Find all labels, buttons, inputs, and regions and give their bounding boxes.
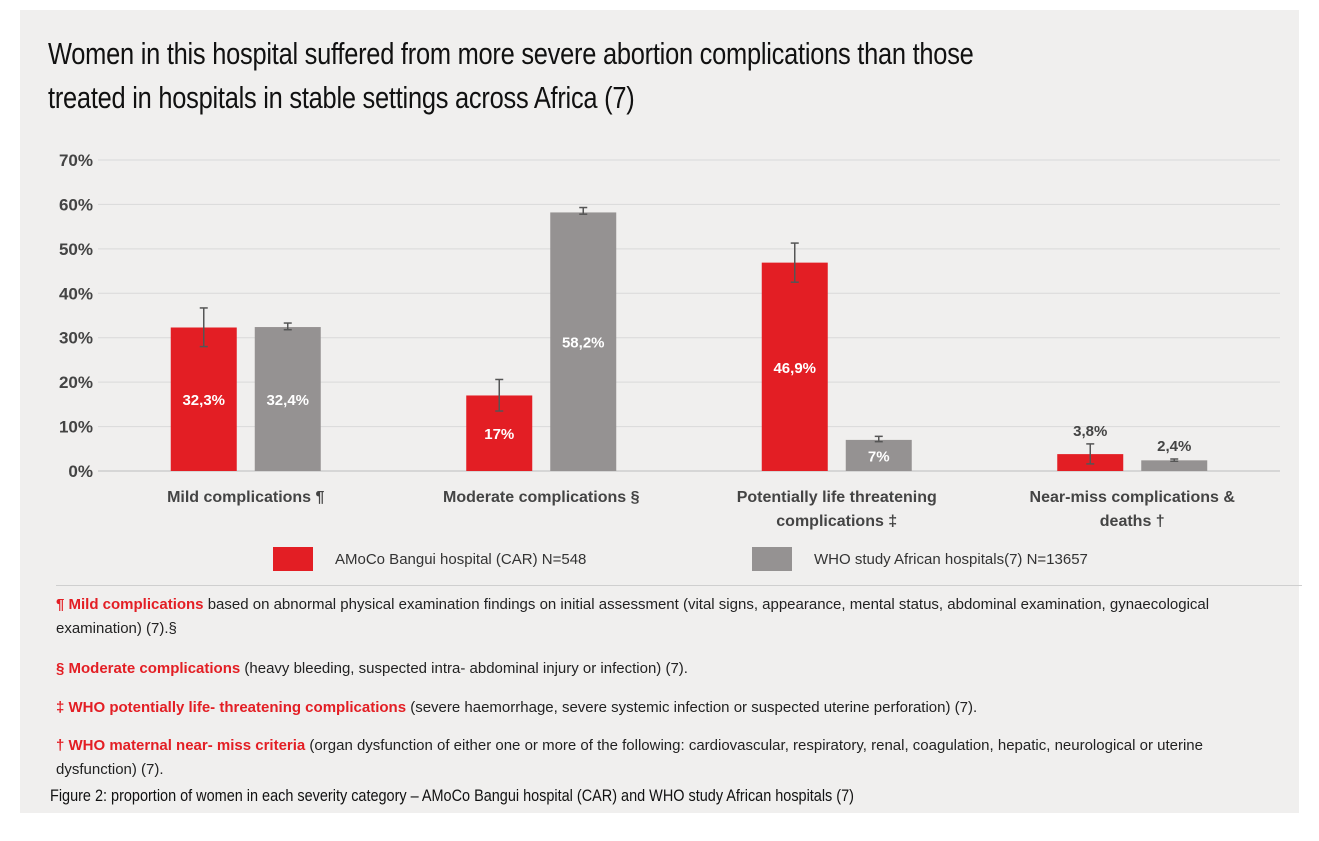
figure-caption: Figure 2: proportion of women in each se… <box>50 786 854 805</box>
y-tick-label: 60% <box>59 195 93 214</box>
x-tick-label: Potentially life threatening <box>737 489 937 506</box>
data-label: 46,9% <box>773 360 816 377</box>
footnote-divider <box>56 585 1302 586</box>
y-tick-label: 0% <box>68 462 93 481</box>
legend-label-who: WHO study African hospitals(7) N=13657 <box>814 550 1088 568</box>
x-tick-label: Moderate complications § <box>443 489 640 506</box>
footnote-moderate: § Moderate complications (heavy bleeding… <box>56 657 1276 681</box>
data-label: 17% <box>484 426 514 443</box>
data-label: 32,3% <box>182 392 225 409</box>
legend-item-who: WHO study African hospitals(7) N=13657 <box>752 547 1088 571</box>
bar <box>170 327 237 471</box>
data-label: 32,4% <box>266 392 309 409</box>
bar <box>761 262 828 471</box>
footnote-near-miss-term: † WHO maternal near- miss criteria <box>56 737 306 754</box>
bar-chart: 0% 10% 20% 30% 40% 50% 60% 70% 32,3% 32,4% Mild co… <box>59 151 1280 530</box>
y-tick-label: 30% <box>59 329 93 348</box>
footnote-moderate-term: § Moderate complications <box>56 660 241 677</box>
chart-title: Women in this hospital suffered from mor… <box>48 36 974 115</box>
data-label: 2,4% <box>1157 438 1191 455</box>
figure-panel: Women in this hospital suffered from mor… <box>20 10 1302 813</box>
x-tick-label: Near-miss complications & <box>1030 489 1236 506</box>
legend-item-amoco: AMoCo Bangui hospital (CAR) N=548 <box>273 547 586 571</box>
x-tick-label: Mild complications ¶ <box>167 489 324 506</box>
footnote-moderate-text: (heavy bleeding, suspected intra- abdomi… <box>240 660 688 677</box>
legend-swatch-amoco <box>273 547 313 571</box>
bar <box>254 327 321 471</box>
y-tick-label: 10% <box>59 418 93 437</box>
legend-swatch-who <box>752 547 792 571</box>
data-label: 58,2% <box>562 335 605 352</box>
data-label: 7% <box>868 448 890 465</box>
footnote-life-threatening-text: (severe haemorrhage, severe systemic inf… <box>406 699 978 716</box>
data-label: 3,8% <box>1073 423 1107 440</box>
x-tick-label: complications ‡ <box>776 513 897 530</box>
footnote-life-threatening-term: ‡ WHO potentially life- threatening comp… <box>56 699 407 716</box>
footnote-near-miss: † WHO maternal near- miss criteria (orga… <box>56 734 1276 782</box>
footnote-near-miss-text: (organ dysfunction of either one or more… <box>56 737 1203 778</box>
footnote-mild: ¶ Mild complications based on abnormal p… <box>56 593 1276 641</box>
footnote-life-threatening: ‡ WHO potentially life- threatening comp… <box>56 696 1276 720</box>
bar <box>845 439 912 471</box>
y-tick-label: 40% <box>59 284 93 303</box>
y-tick-label: 20% <box>59 373 93 392</box>
x-tick-label: deaths † <box>1100 513 1165 530</box>
legend-label-amoco: AMoCo Bangui hospital (CAR) N=548 <box>335 550 587 568</box>
bar <box>550 212 617 471</box>
footnote-mild-term: ¶ Mild complications <box>56 596 204 613</box>
y-tick-label: 70% <box>59 151 93 170</box>
bar <box>1141 460 1208 471</box>
footnote-mild-text: based on abnormal physical examination f… <box>56 596 1210 637</box>
y-tick-label: 50% <box>59 240 93 259</box>
